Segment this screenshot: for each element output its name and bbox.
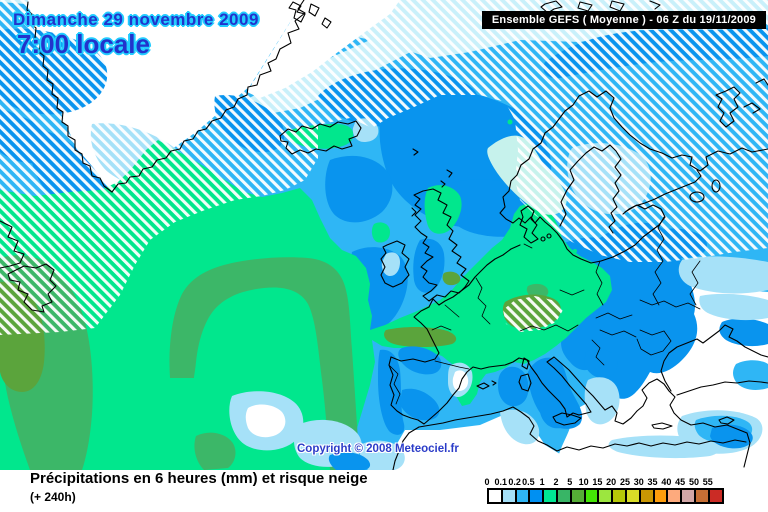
coast-greenland-west bbox=[26, 1, 113, 193]
map-lead-time: (+ 240h) bbox=[30, 490, 76, 504]
lake-ladoga bbox=[689, 191, 705, 203]
coast-finland-russia bbox=[624, 169, 702, 213]
coast-scottish-isles bbox=[411, 148, 453, 217]
model-run-label: Ensemble GEFS ( Moyenne ) - 06 Z du 19/1… bbox=[481, 11, 766, 29]
legend-label: 5 bbox=[567, 477, 573, 487]
legend-label: 20 bbox=[606, 477, 617, 487]
legend-label: 40 bbox=[661, 477, 672, 487]
alps-snow-hatch bbox=[503, 296, 563, 332]
coast-iceland bbox=[279, 120, 362, 155]
coast-newfoundland bbox=[7, 263, 57, 313]
coast-svalbard bbox=[288, 1, 332, 29]
map-caption-title: Précipitations en 6 heures (mm) et risqu… bbox=[30, 470, 368, 487]
local-time-label: 7:00 locale bbox=[17, 29, 150, 59]
legend-label: 0.2 bbox=[508, 477, 521, 487]
coast-sardinia bbox=[518, 373, 532, 392]
legend-label: 0.1 bbox=[494, 477, 508, 487]
coast-scandinavia bbox=[499, 90, 768, 264]
legend-label: 0 bbox=[484, 477, 490, 487]
coast-balearics bbox=[476, 380, 497, 390]
coast-turkey-north bbox=[676, 380, 768, 396]
legend-label: 15 bbox=[592, 477, 603, 487]
coast-bothnia bbox=[559, 144, 622, 234]
weather-map bbox=[0, 0, 768, 470]
coastline-layer bbox=[0, 0, 768, 470]
coast-greenland-east bbox=[111, 0, 306, 193]
copyright-label: Copyright © 2008 Meteociel.fr bbox=[297, 443, 459, 455]
coast-labrador bbox=[0, 220, 25, 269]
coast-great-britain bbox=[413, 188, 470, 302]
legend-label: 55 bbox=[702, 477, 713, 487]
coast-morocco-atlantic bbox=[392, 432, 410, 470]
legend-label: 0.5 bbox=[522, 477, 535, 487]
coast-corsica bbox=[521, 357, 530, 370]
danish-isles bbox=[540, 236, 546, 242]
legend-cell: 0 bbox=[484, 477, 503, 504]
coast-crete bbox=[651, 422, 673, 430]
coast-novaya-zemlya bbox=[715, 78, 768, 128]
legend-label: 2 bbox=[553, 477, 559, 487]
country-borders bbox=[389, 216, 701, 405]
legend-cell: 25 bbox=[620, 477, 641, 504]
date-label: Dimanche 29 novembre 2009 bbox=[13, 10, 259, 29]
legend-label: 30 bbox=[633, 477, 644, 487]
legend-label: 45 bbox=[675, 477, 686, 487]
legend-label: 35 bbox=[647, 477, 658, 487]
coast-north-africa bbox=[408, 406, 747, 452]
legend-label: 10 bbox=[578, 477, 589, 487]
legend-label: 25 bbox=[619, 477, 630, 487]
lake-onega bbox=[711, 179, 721, 193]
coast-cyprus bbox=[718, 416, 735, 425]
legend-label: 50 bbox=[688, 477, 699, 487]
coast-sicily bbox=[552, 412, 582, 426]
coast-continental-europe bbox=[388, 244, 751, 468]
coast-black-sea bbox=[660, 324, 768, 392]
legend-label: 1 bbox=[539, 477, 545, 487]
snow-hatch-layer bbox=[0, 0, 768, 335]
coast-ireland bbox=[380, 240, 410, 288]
legend-cell: 55 bbox=[703, 477, 724, 504]
coast-denmark bbox=[519, 205, 539, 244]
legend-scale: 0 0.1 0.2 0.5 1 2 5 10 15 20 25 30 35 40 45 50 55 bbox=[484, 477, 724, 504]
